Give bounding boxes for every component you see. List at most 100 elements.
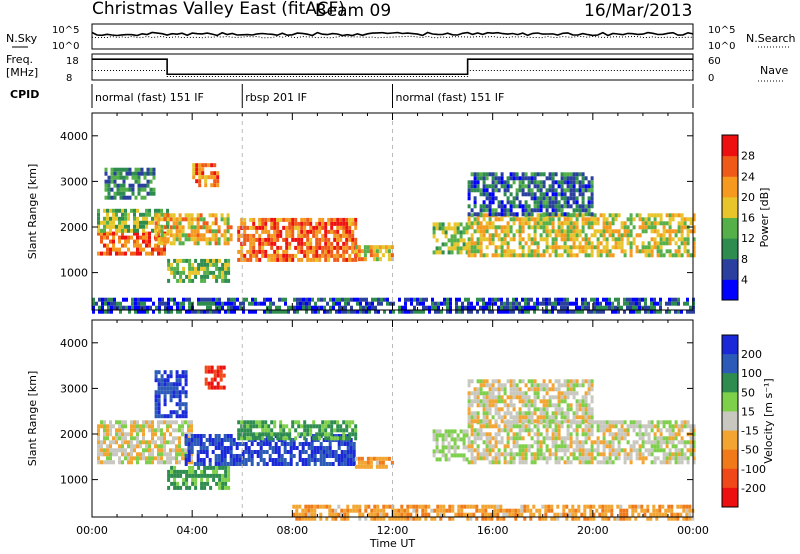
colorbar-swatch — [722, 335, 738, 355]
station-title: Christmas Valley East (fitACF) — [92, 0, 345, 19]
x-axis-label: Time UT — [369, 537, 415, 550]
colorbar-tick-label: 8 — [741, 253, 748, 266]
data-region — [432, 429, 469, 462]
freq-frame — [91, 53, 694, 81]
colorbar-swatch — [722, 449, 738, 470]
cpid-segment-label: normal (fast) 151 IF — [95, 91, 204, 104]
noise-left-tick-high: 10^5 — [52, 25, 79, 36]
nave-series — [92, 69, 693, 78]
data-region — [467, 420, 696, 465]
colorbar-tick-label: 200 — [741, 348, 762, 361]
colorbar-tick-label: 50 — [741, 386, 755, 399]
freq-label-line1: Freq. — [6, 53, 33, 66]
colorbar-tick-label: -50 — [741, 444, 759, 457]
colorbar-swatch — [722, 238, 738, 260]
data-region — [354, 245, 394, 262]
colorbar-frame — [721, 134, 739, 301]
freq-left-tick-high: 18 — [66, 56, 79, 67]
nsearch-label: N.Search — [746, 32, 796, 45]
x-tick-label: 04:00 — [176, 524, 208, 537]
data-region — [354, 456, 394, 469]
colorbar-label: Power [dB] — [758, 188, 771, 248]
colorbar-swatch — [722, 487, 738, 508]
freq-panel: Freq. [MHz] 18 8 60 0 Nave — [6, 53, 788, 84]
colorbar-tick-label: 100 — [741, 367, 762, 380]
colorbar-tick-label: 24 — [741, 170, 755, 183]
data-region — [167, 258, 231, 283]
colorbar-swatch — [722, 468, 738, 489]
nsky-series — [91, 31, 694, 37]
velocity-panel: 1000 2000 3000 4000 Slant Range [km] 00:00 04:… — [26, 319, 775, 550]
x-tick-label: 12:00 — [377, 524, 409, 537]
power-panel: 1000 2000 3000 4000 Slant Range [km] 4 8 12 16 20… — [26, 112, 771, 314]
data-region — [192, 163, 220, 188]
colorbar-swatch — [722, 373, 738, 393]
nsearch-series — [91, 35, 693, 39]
colorbar-tick-label: 28 — [741, 150, 755, 163]
data-region — [467, 172, 594, 217]
colorbar-swatch — [722, 354, 738, 374]
colorbar-label: Velocity [m s⁻¹] — [762, 378, 775, 463]
colorbar-tick-label: -15 — [741, 425, 759, 438]
data-region — [104, 167, 156, 200]
noise-right-tick-high: 10^5 — [708, 25, 735, 36]
nave-right-tick-low: 0 — [708, 73, 714, 84]
data-region — [237, 217, 358, 262]
noise-frame — [91, 23, 694, 50]
y-tick-label: 4000 — [60, 337, 88, 350]
y-axis-label: Slant Range [km] — [26, 164, 39, 260]
y-tick-label: 2000 — [60, 428, 88, 441]
data-region — [467, 213, 696, 258]
noise-right-tick-low: 10^0 — [708, 41, 735, 52]
y-tick-label: 4000 — [60, 130, 88, 143]
cpid-segment-label: rbsp 201 IF — [245, 91, 307, 104]
colorbar-tick-label: 15 — [741, 405, 755, 418]
y-tick-label: 3000 — [60, 175, 88, 188]
data-region — [154, 370, 188, 419]
x-tick-label: 16:00 — [477, 524, 509, 537]
y-tick-label: 2000 — [60, 221, 88, 234]
date-label: 16/Mar/2013 — [584, 1, 692, 21]
colorbar-tick-label: 4 — [741, 273, 748, 286]
colorbar-swatch — [722, 155, 738, 177]
data-region — [154, 213, 233, 246]
noise-left-tick-low: 10^0 — [52, 41, 79, 52]
data-region — [204, 365, 226, 390]
freq-series — [92, 58, 693, 76]
freq-left-tick-low: 8 — [66, 73, 72, 84]
colorbar-swatch — [722, 411, 738, 432]
data-region — [292, 504, 695, 521]
x-tick-label: 08:00 — [276, 524, 308, 537]
colorbar-swatch — [722, 217, 738, 239]
cpid-bar: CPID normal (fast) 151 IF rbsp 201 IF norm… — [10, 84, 694, 108]
colorbar-tick-label: 16 — [741, 212, 755, 225]
x-tick-label: 00:00 — [677, 524, 709, 537]
colorbar-swatch — [722, 279, 738, 301]
freq-label-line2: [MHz] — [6, 66, 38, 79]
nsky-label: N.Sky — [6, 32, 38, 45]
data-region — [432, 222, 469, 255]
data-region — [167, 465, 231, 490]
y-tick-label: 3000 — [60, 382, 88, 395]
x-tick-label: 00:00 — [76, 524, 108, 537]
data-region — [97, 231, 169, 256]
y-tick-label: 1000 — [60, 474, 88, 487]
cpid-segment-label: normal (fast) 151 IF — [396, 91, 505, 104]
colorbar-frame — [721, 334, 739, 508]
colorbar-swatch — [722, 392, 738, 412]
data-region — [237, 420, 358, 441]
beam-label: Beam 09 — [315, 1, 391, 21]
colorbar-swatch — [722, 258, 738, 280]
noise-panel: N.Sky 10^5 10^0 10^5 10^0 N.Search — [6, 23, 796, 52]
colorbar-tick-label: -200 — [741, 482, 766, 495]
colorbar-tick-label: -100 — [741, 463, 766, 476]
data-region — [92, 297, 695, 314]
colorbar-tick-label: 20 — [741, 191, 755, 204]
nave-label: Nave — [760, 64, 788, 77]
x-tick-label: 20:00 — [577, 524, 609, 537]
colorbar-swatch — [722, 430, 738, 451]
nave-right-tick-high: 60 — [708, 56, 721, 67]
y-axis-label: Slant Range [km] — [26, 371, 39, 467]
colorbar-swatch — [722, 135, 738, 157]
data-region — [467, 379, 594, 424]
